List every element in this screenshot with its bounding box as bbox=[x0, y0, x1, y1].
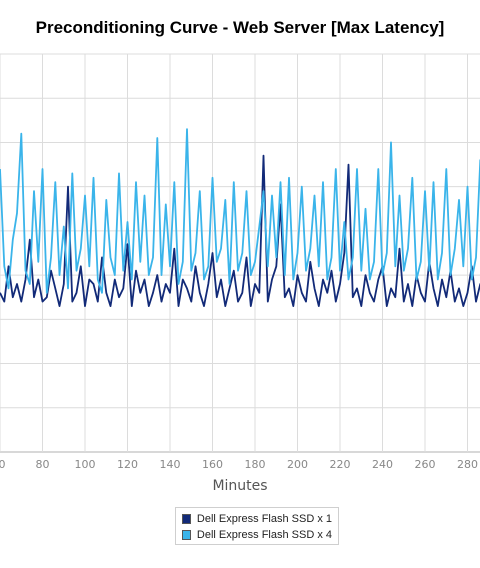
legend-label-ssd-x4: Dell Express Flash SSD x 4 bbox=[196, 529, 332, 541]
x-tick-label: 180 bbox=[245, 458, 266, 471]
x-tick-label: 100 bbox=[75, 458, 96, 471]
x-tick-label: 80 bbox=[36, 458, 50, 471]
x-tick-label: 160 bbox=[202, 458, 223, 471]
x-tick-label: 280 bbox=[457, 458, 478, 471]
series-layer bbox=[0, 128, 480, 308]
x-tick-label: 220 bbox=[330, 458, 351, 471]
x-axis-label: Minutes bbox=[212, 478, 268, 494]
x-tick-label: 120 bbox=[117, 458, 138, 471]
legend-swatch-ssd-x1 bbox=[182, 514, 191, 524]
legend-item-ssd-x1: Dell Express Flash SSD x 1 bbox=[182, 511, 332, 527]
chart-legend: Dell Express Flash SSD x 1 Dell Express … bbox=[175, 507, 339, 545]
x-tick-label: 200 bbox=[287, 458, 308, 471]
x-axis-ticks: 0 80 100 120 140 160 180 200 220 240 260 280 bbox=[0, 458, 478, 471]
series-line-ssd-x4 bbox=[0, 128, 480, 294]
legend-label-ssd-x1: Dell Express Flash SSD x 1 bbox=[196, 513, 332, 525]
legend-swatch-ssd-x4 bbox=[182, 530, 191, 540]
legend-item-ssd-x4: Dell Express Flash SSD x 4 bbox=[182, 527, 332, 543]
series-line-ssd-x1 bbox=[0, 154, 480, 308]
chart-grid bbox=[0, 53, 480, 453]
x-tick-label: 260 bbox=[415, 458, 436, 471]
x-tick-label: 240 bbox=[372, 458, 393, 471]
x-tick-label: 0 bbox=[0, 458, 6, 471]
chart-title: Preconditioning Curve - Web Server [Max … bbox=[35, 18, 445, 37]
x-tick-label: 140 bbox=[160, 458, 181, 471]
